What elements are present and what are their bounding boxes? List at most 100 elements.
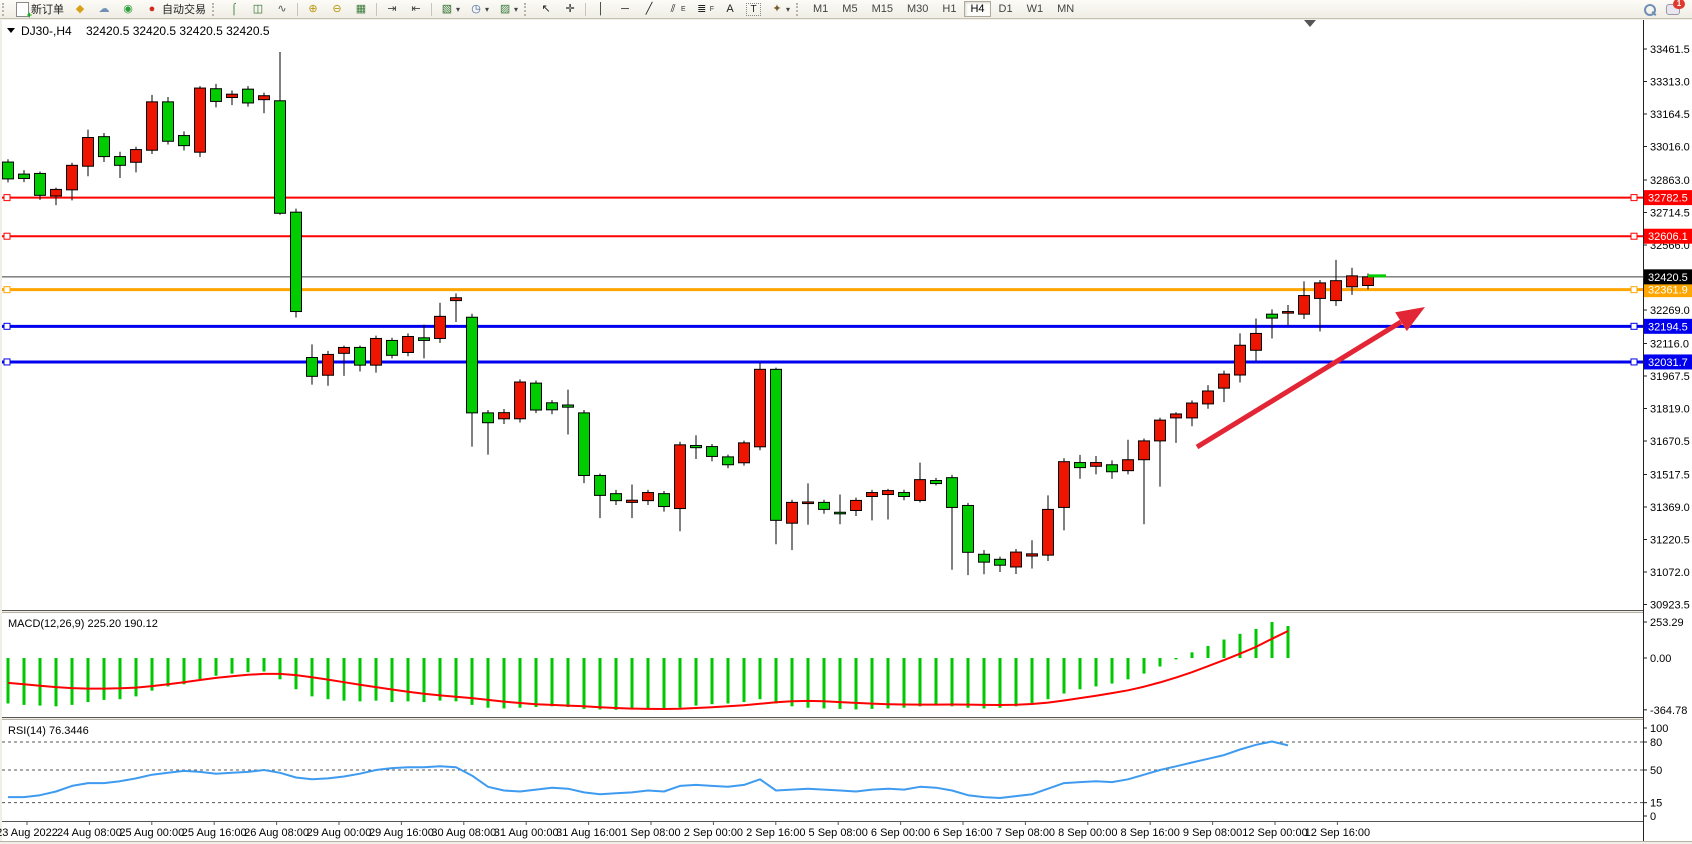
candle-bullish[interactable]: [642, 492, 654, 502]
candle-bearish[interactable]: [98, 136, 110, 158]
search-button[interactable]: [1640, 0, 1662, 18]
candle-bearish[interactable]: [2, 161, 14, 180]
candle-bearish[interactable]: [162, 101, 174, 142]
candle-bullish[interactable]: [1186, 402, 1198, 419]
chart-shift-button[interactable]: ⇤: [404, 0, 428, 18]
candle-bullish[interactable]: [66, 164, 78, 191]
candle-bearish[interactable]: [994, 558, 1006, 566]
candle-bearish[interactable]: [530, 382, 542, 411]
candle-bearish[interactable]: [946, 477, 958, 508]
candle-bullish[interactable]: [146, 101, 158, 151]
candle-bullish[interactable]: [1314, 282, 1326, 299]
candle-bullish[interactable]: [1042, 508, 1054, 556]
candle-bullish[interactable]: [674, 444, 686, 510]
tab-timeframe-m15[interactable]: M15: [871, 3, 893, 15]
fibonacci-button[interactable]: ≣ F: [690, 0, 718, 18]
candle-bullish[interactable]: [1090, 462, 1102, 467]
candle-bullish[interactable]: [450, 297, 462, 302]
line-chart-button[interactable]: ∿: [270, 0, 294, 18]
candle-bullish[interactable]: [1330, 280, 1342, 302]
tab-timeframe-w1[interactable]: W1: [1026, 3, 1044, 15]
candle-bullish[interactable]: [738, 442, 750, 464]
candle-bullish[interactable]: [1154, 419, 1166, 442]
horizontal-line-button[interactable]: ─: [613, 0, 637, 18]
candle-bearish[interactable]: [306, 357, 318, 377]
trend-arrow-shaft[interactable]: [1195, 319, 1403, 450]
symbol-dropdown-icon[interactable]: [7, 28, 15, 33]
candle-bearish[interactable]: [818, 501, 830, 510]
tab-timeframe-d1[interactable]: D1: [998, 3, 1013, 15]
tile-windows-button[interactable]: ▦: [349, 0, 373, 18]
candle-bearish[interactable]: [290, 211, 302, 313]
new-chart-button[interactable]: ▧ ▾: [435, 0, 464, 18]
toolbar-grip[interactable]: [796, 2, 804, 16]
candle-bearish[interactable]: [594, 474, 606, 496]
candle-bearish[interactable]: [690, 444, 702, 449]
candle-bearish[interactable]: [178, 135, 190, 147]
candle-bearish[interactable]: [210, 88, 222, 102]
candle-bullish[interactable]: [1010, 551, 1022, 568]
candle-bearish[interactable]: [354, 346, 366, 366]
candle-bearish[interactable]: [1106, 464, 1118, 473]
candle-bearish[interactable]: [114, 156, 126, 166]
candle-bullish[interactable]: [498, 412, 510, 420]
tab-timeframe-h4[interactable]: H4: [964, 1, 991, 17]
trendline-button[interactable]: ╱: [637, 0, 661, 18]
auto-scroll-button[interactable]: ⇥: [380, 0, 404, 18]
candle-bearish[interactable]: [834, 511, 846, 515]
candle-bearish[interactable]: [658, 493, 670, 508]
candle-bullish[interactable]: [1282, 311, 1294, 314]
periods-button[interactable]: ◷ ▾: [464, 0, 493, 18]
crosshair-button[interactable]: ✛: [558, 0, 582, 18]
profile-button[interactable]: ☁: [92, 0, 116, 18]
candle-bearish[interactable]: [546, 402, 558, 411]
signals-button[interactable]: ◉: [116, 0, 140, 18]
candle-bullish[interactable]: [338, 346, 350, 354]
candle-bearish[interactable]: [930, 480, 942, 485]
candle-bullish[interactable]: [1170, 413, 1182, 419]
candle-bullish[interactable]: [434, 315, 446, 339]
candle-bearish[interactable]: [482, 412, 494, 424]
new-order-button[interactable]: + 新订单: [12, 0, 68, 19]
candle-bearish[interactable]: [706, 446, 718, 457]
candle-bullish[interactable]: [50, 188, 62, 197]
toolbar-grip[interactable]: [524, 2, 532, 16]
candle-bearish[interactable]: [578, 412, 590, 476]
candle-bearish[interactable]: [418, 337, 430, 341]
candle-bearish[interactable]: [242, 88, 254, 104]
channel-button[interactable]: ⫽ E: [661, 0, 690, 18]
candle-bullish[interactable]: [626, 499, 638, 503]
tab-timeframe-m1[interactable]: M1: [813, 3, 829, 15]
candle-bearish[interactable]: [274, 100, 286, 214]
candle-bullish[interactable]: [850, 499, 862, 511]
candlestick-chart-button[interactable]: ◫: [246, 0, 270, 18]
main-chart-plot[interactable]: [2, 20, 1643, 610]
candle-bullish[interactable]: [130, 149, 142, 163]
candle-bullish[interactable]: [514, 381, 526, 420]
tab-timeframe-h1[interactable]: H1: [942, 3, 957, 15]
candle-bearish[interactable]: [962, 504, 974, 553]
text-tool-button[interactable]: A: [718, 0, 742, 18]
arrows-button[interactable]: ✦ ▾: [765, 0, 794, 18]
candle-bullish[interactable]: [1122, 459, 1134, 472]
candle-bullish[interactable]: [1138, 440, 1150, 461]
candle-bullish[interactable]: [1202, 390, 1214, 405]
zoom-in-button[interactable]: ⊕: [301, 0, 325, 18]
candle-bullish[interactable]: [1026, 553, 1038, 557]
toolbar-grip[interactable]: [212, 2, 220, 16]
candle-bearish[interactable]: [978, 553, 990, 563]
auto-trading-button[interactable]: ● 自动交易: [140, 0, 210, 18]
candle-bearish[interactable]: [898, 492, 910, 497]
candle-bullish[interactable]: [226, 93, 238, 98]
candle-bearish[interactable]: [562, 404, 574, 408]
candle-bearish[interactable]: [610, 493, 622, 502]
candle-bullish[interactable]: [802, 501, 814, 505]
candle-bullish[interactable]: [914, 479, 926, 501]
candle-bullish[interactable]: [1218, 373, 1230, 389]
cursor-button[interactable]: ↖: [534, 0, 558, 18]
candle-bullish[interactable]: [322, 353, 334, 376]
candle-bearish[interactable]: [386, 339, 398, 356]
toolbar-grip[interactable]: [2, 2, 10, 16]
candle-bearish[interactable]: [1074, 462, 1086, 469]
candle-bullish[interactable]: [1250, 332, 1262, 351]
